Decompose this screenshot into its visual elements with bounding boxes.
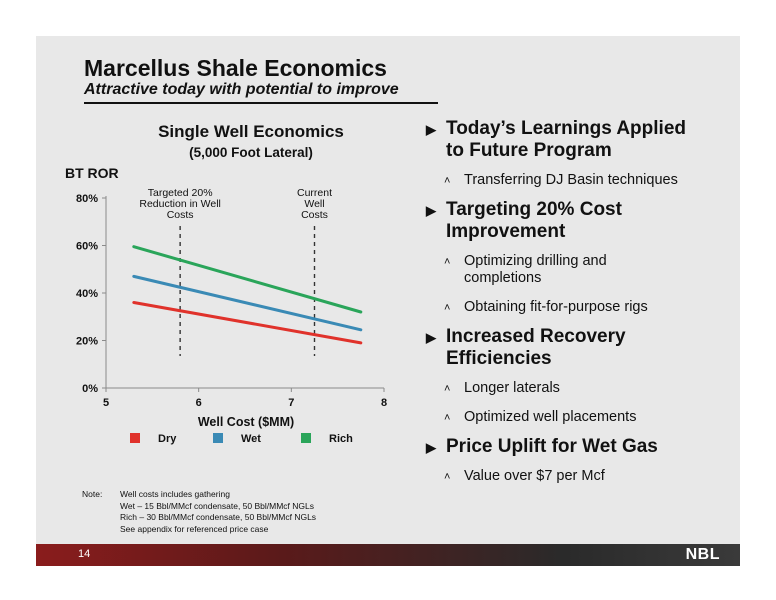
y-axis-label: BT ROR (65, 165, 119, 181)
note-line: Rich – 30 Bbl/MMcf condensate, 50 Bbl/MM… (120, 512, 317, 522)
chart-legend: Dry Wet Rich (130, 433, 353, 445)
y-tick-label: 60% (76, 241, 98, 253)
annotation-text: Well (304, 198, 324, 210)
caret-bullet-icon: ˄ (444, 412, 451, 424)
bullet-heading: ▶ Increased Recovery Efficiencies (426, 326, 738, 370)
series-line-wet (132, 274, 363, 332)
bullet-subitem: ˄ Transferring DJ Basin techniques (426, 172, 738, 189)
caret-bullet-icon: ˄ (444, 383, 451, 395)
bullet-subitem-line: Obtaining fit-for-purpose rigs (464, 299, 648, 315)
bullet-subitem-line: Longer laterals (464, 380, 560, 396)
bullet-subitem-line: Value over $7 per Mcf (464, 468, 605, 484)
caret-bullet-icon: ˄ (444, 256, 451, 268)
caret-bullet-icon: ˄ (444, 175, 451, 187)
x-axis-label: Well Cost ($MM) (198, 415, 294, 429)
series-line-dry (132, 301, 363, 345)
bullet-heading-line: Today’s Learnings Applied (446, 118, 686, 139)
y-tick-label: 40% (76, 288, 98, 300)
triangle-bullet-icon: ▶ (426, 440, 436, 455)
bullet-heading-line: Increased Recovery (446, 326, 626, 347)
bullet-subitem: ˄ Value over $7 per Mcf (426, 468, 738, 485)
bullet-heading-line: Improvement (446, 221, 566, 242)
legend-swatch-wet (213, 433, 223, 443)
annotation-text: Costs (301, 209, 328, 221)
note-line: See appendix for referenced price case (120, 523, 269, 534)
legend-label-dry: Dry (158, 433, 177, 445)
legend-swatch-dry (130, 433, 140, 443)
legend-swatch-rich (301, 433, 311, 443)
bullet-subitem-line: completions (464, 270, 542, 286)
well-economics-chart: Single Well Economics (5,000 Foot Latera… (65, 122, 387, 445)
page-number: 14 (78, 548, 91, 560)
note-line: Well costs includes gathering (120, 489, 230, 499)
x-tick-label: 7 (288, 397, 294, 409)
x-tick-label: 6 (196, 397, 202, 409)
note-lines: Well costs includes gathering Wet – 15 Bb… (120, 489, 316, 535)
bullet-heading-line: to Future Program (446, 140, 612, 161)
x-tick-label: 8 (381, 397, 387, 409)
footer-bar: 14 NBL (36, 544, 740, 566)
chart-axes: 0% 20% 40% 60% 80% 5 6 7 8 (76, 193, 387, 409)
caret-bullet-icon: ˄ (444, 302, 451, 314)
x-tick-label: 5 (103, 397, 109, 409)
triangle-bullet-icon: ▶ (426, 122, 436, 137)
note-line: Wet – 15 Bbl/MMcf condensate, 50 Bbl/MMc… (120, 500, 315, 511)
chart-series (132, 245, 363, 345)
caret-bullet-icon: ˄ (444, 471, 451, 483)
series-line-rich (132, 245, 363, 314)
slide-title: Marcellus Shale Economics (84, 55, 387, 81)
annotation-text: Reduction in Well (139, 198, 221, 210)
annotation-text: Current (297, 187, 332, 199)
y-tick-label: 0% (82, 383, 98, 395)
nbl-logo: NBL (685, 546, 720, 563)
annotation-text: Costs (167, 209, 194, 221)
bullet-list: ▶ Today’s Learnings Applied to Future Prog… (426, 118, 738, 485)
slide: Marcellus Shale Economics Attractive tod… (36, 36, 740, 566)
bullet-subitem: ˄ Optimizing drilling and completions (426, 253, 738, 287)
bullet-heading-line: Price Uplift for Wet Gas (446, 436, 658, 457)
title-underline (84, 102, 438, 104)
bullet-heading-line: Efficiencies (446, 348, 552, 369)
bullet-subitem-line: Transferring DJ Basin techniques (464, 172, 678, 188)
bullet-heading: ▶ Today’s Learnings Applied to Future Prog… (426, 118, 738, 162)
bullet-heading: ▶ Targeting 20% Cost Improvement (426, 199, 738, 243)
chart-title: Single Well Economics (158, 122, 344, 141)
bullet-subitem: ˄ Longer laterals (426, 380, 738, 397)
triangle-bullet-icon: ▶ (426, 203, 436, 218)
bullet-subitem: ˄ Obtaining fit-for-purpose rigs (426, 299, 738, 316)
slide-subtitle: Attractive today with potential to impro… (84, 81, 399, 98)
annotation-text: Targeted 20% (148, 187, 213, 199)
legend-label-rich: Rich (329, 433, 353, 445)
bullet-subitem-line: Optimizing drilling and (464, 253, 607, 269)
chart-subtitle: (5,000 Foot Lateral) (189, 145, 313, 160)
y-tick-label: 20% (76, 336, 98, 348)
bullet-subitem-line: Optimized well placements (464, 409, 637, 425)
bullet-subitem: ˄ Optimized well placements (426, 409, 738, 426)
bullet-heading-line: Targeting 20% Cost (446, 199, 622, 220)
legend-label-wet: Wet (241, 433, 261, 445)
y-tick-label: 80% (76, 193, 98, 205)
bullet-heading: ▶ Price Uplift for Wet Gas (426, 436, 738, 458)
chart-annotations: Targeted 20%Reduction in WellCostsCurren… (139, 187, 332, 356)
triangle-bullet-icon: ▶ (426, 330, 436, 345)
note-label: Note: (82, 489, 103, 499)
